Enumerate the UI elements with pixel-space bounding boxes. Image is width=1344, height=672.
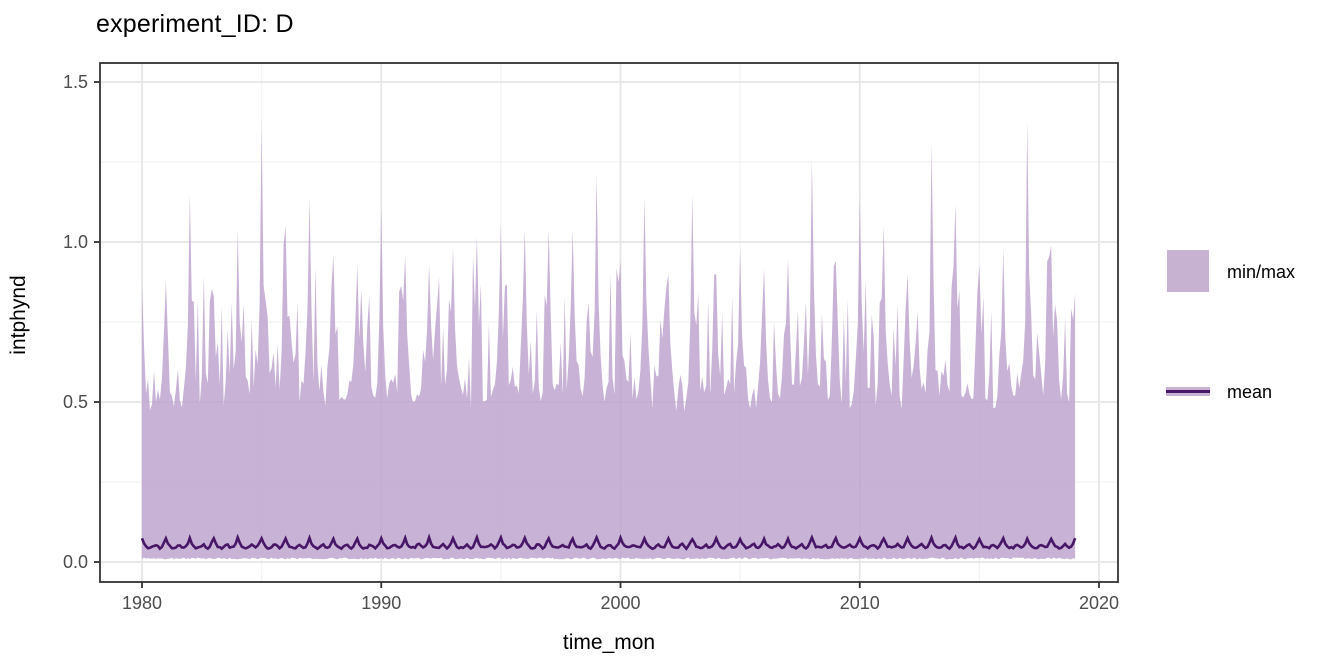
chart-title: experiment_ID: D [96,10,294,38]
legend-key-mean-swatch [1166,387,1210,396]
panel-border [99,62,1119,583]
x-axis-title: time_mon [563,631,655,654]
legend-key-mean-line [1166,389,1210,394]
axis-tick-marks [94,81,1100,588]
mean-line [140,533,1077,551]
minmax-ribbon [142,120,1076,560]
x-tick-label: 2000 [600,593,640,613]
x-tick-label: 2020 [1079,593,1119,613]
y-axis-title: intphynd [7,275,30,354]
x-tick-label: 2010 [840,593,880,613]
y-tick-label: 1.0 [63,232,88,252]
legend-label-minmax: min/max [1227,262,1296,282]
x-tick-label: 1990 [361,593,401,613]
legend-label-mean: mean [1227,382,1273,402]
x-tick-label: 1980 [122,593,162,613]
legend-key-minmax-swatch [1167,250,1209,292]
axis-tick-labels: 1980 1990 2000 2010 2020 0.0 0.5 1.0 1.5 [63,72,1119,613]
y-tick-label: 0.5 [63,392,88,412]
y-tick-label: 1.5 [63,72,88,92]
y-tick-label: 0.0 [63,552,88,572]
